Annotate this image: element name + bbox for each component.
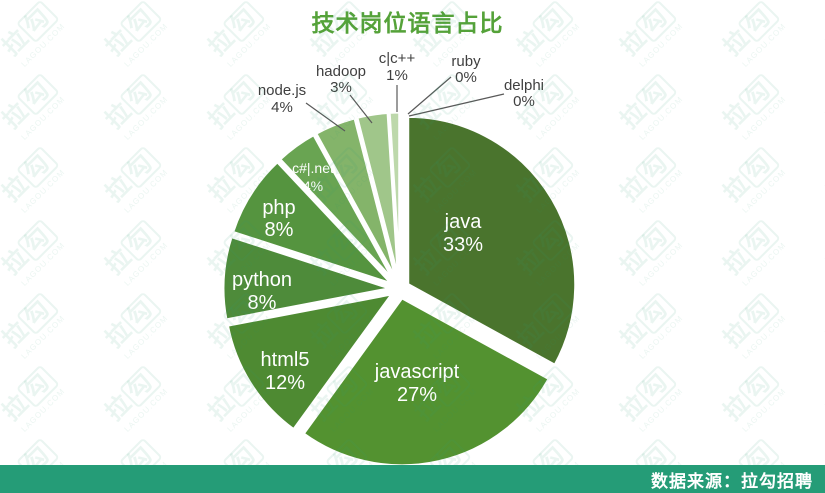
- pie-slice-javascript: [301, 295, 552, 468]
- slice-label-python: python: [232, 269, 292, 291]
- slice-label-java: java: [444, 211, 483, 233]
- slice-value-hadoop: 3%: [330, 79, 352, 96]
- slice-value-javascript: 27%: [397, 384, 437, 406]
- slice-value-delphi: 0%: [513, 93, 535, 110]
- slice-value-c-c: 1%: [386, 67, 408, 84]
- slice-label-javascript: javascript: [374, 361, 460, 383]
- chart-title: 技术岗位语言占比: [311, 10, 504, 36]
- slice-label-c-net: c#|.net: [292, 160, 334, 176]
- pie-slice-html5: [225, 291, 396, 432]
- slice-value-php: 8%: [265, 219, 294, 241]
- slice-label-node-js: node.js: [258, 82, 306, 99]
- slice-value-java: 33%: [443, 234, 483, 256]
- slice-label-hadoop: hadoop: [316, 63, 366, 80]
- pie-slice-php: [230, 159, 394, 286]
- slice-label-php: php: [262, 197, 295, 219]
- pie-slice-c-net: [277, 132, 397, 283]
- slice-label-ruby: ruby: [451, 53, 481, 70]
- leader-line-ruby: [407, 76, 452, 115]
- leader-line-delphi: [408, 93, 505, 117]
- source-text: 数据来源：拉勾招聘: [651, 471, 813, 491]
- slice-value-html5: 12%: [265, 372, 305, 394]
- slice-label-delphi: delphi: [504, 77, 544, 94]
- slice-value-ruby: 0%: [455, 69, 477, 86]
- source-bar: 数据来源：拉勾招聘: [0, 465, 825, 493]
- pie-slice-c-c: [387, 110, 402, 281]
- slice-value-node-js: 4%: [271, 99, 293, 116]
- slice-label-html5: html5: [261, 349, 310, 371]
- pie-slice-python: [221, 234, 392, 322]
- leader-line-hadoop: [349, 94, 373, 124]
- slice-label-c-c: c|c++: [379, 50, 416, 67]
- slice-value-c-net: 4%: [303, 178, 323, 194]
- slice-value-python: 8%: [248, 292, 277, 314]
- leader-line-node-js: [305, 102, 346, 132]
- pie-slice-java: [406, 114, 578, 368]
